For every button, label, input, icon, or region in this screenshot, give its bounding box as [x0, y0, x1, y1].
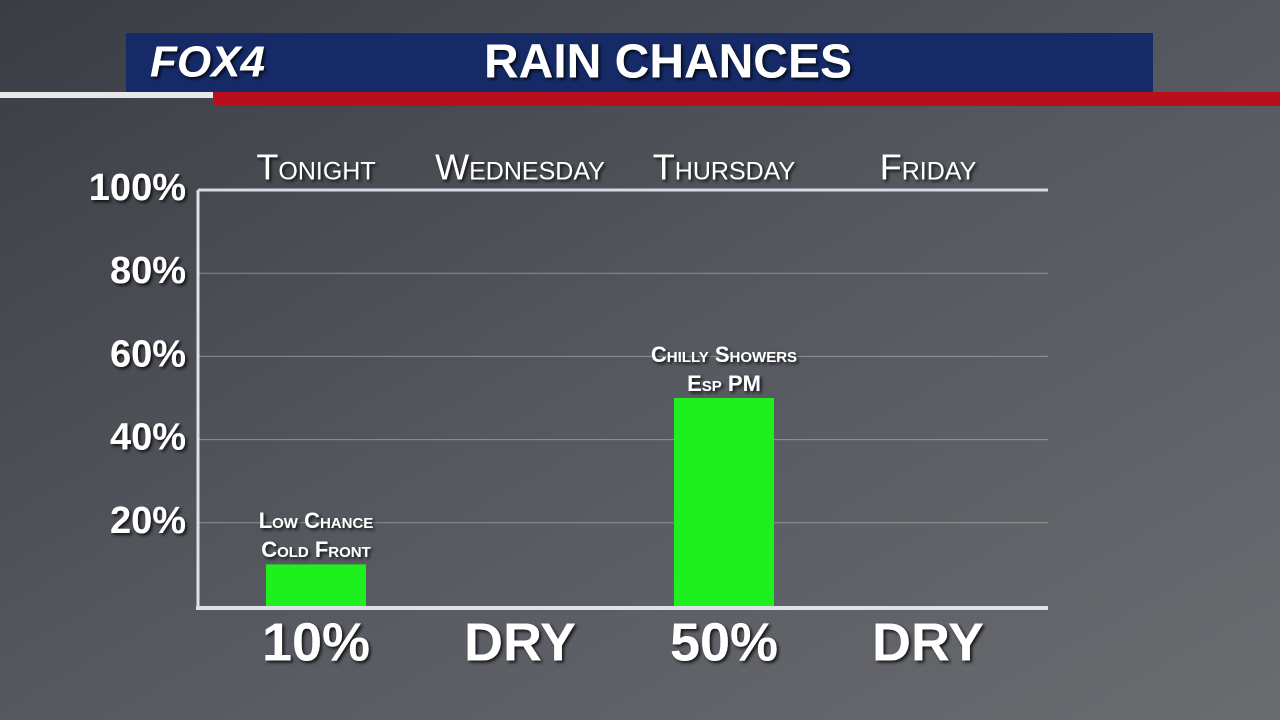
y-tick-label: 60% [110, 333, 186, 375]
chart-title: RAIN CHANCES [484, 36, 852, 89]
x-tick-label: Thursday [653, 147, 796, 188]
y-tick-label: 80% [110, 250, 186, 292]
bar-note: Low Chance [259, 508, 374, 533]
brand-logo: FOX4 [150, 38, 265, 87]
header-red-stripe [213, 92, 1280, 106]
bar [674, 398, 774, 606]
header-bar [126, 33, 1153, 93]
header-white-stripe [0, 92, 213, 98]
value-label: 10% [262, 612, 370, 672]
x-tick-label: Friday [880, 147, 977, 188]
value-label: 50% [670, 612, 778, 672]
y-tick-label: 20% [110, 500, 186, 542]
bar-note: Esp PM [687, 371, 761, 396]
x-tick-label: Tonight [256, 147, 375, 188]
x-tick-label: Wednesday [435, 147, 605, 188]
bar-note: Cold Front [261, 537, 371, 562]
bar-note: Chilly Showers [651, 342, 797, 367]
bar [266, 564, 366, 606]
y-tick-label: 40% [110, 417, 186, 459]
value-label: DRY [464, 612, 576, 672]
value-label: DRY [872, 612, 984, 672]
y-tick-label: 100% [89, 167, 186, 209]
